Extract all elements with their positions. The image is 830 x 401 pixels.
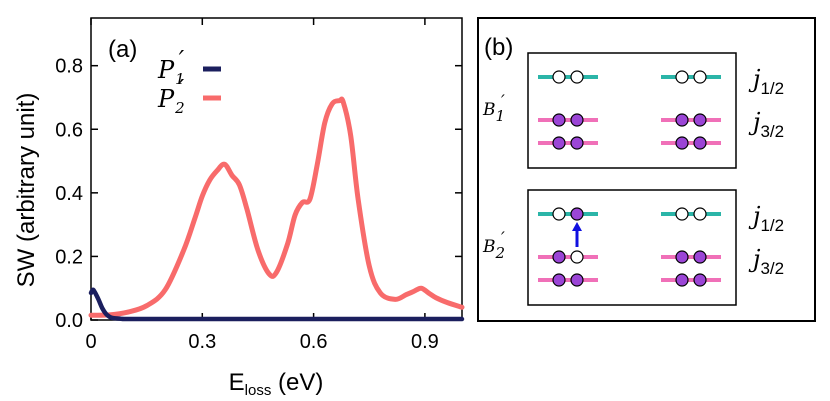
electron-filled bbox=[552, 136, 566, 150]
excitation-arrow-head bbox=[572, 222, 582, 231]
config-label: B2′ bbox=[482, 229, 505, 262]
series-lines bbox=[88, 96, 465, 322]
diagram-row-1: B1′ j1/2 j3/2 bbox=[482, 52, 784, 169]
legend-item-p2: P2′ bbox=[157, 75, 221, 117]
hole-empty bbox=[570, 70, 584, 84]
hole-empty bbox=[693, 70, 707, 84]
panel-a: 0.0 0.2 0.4 0.6 0.8 0 0.3 0.6 0.9 (a) SW (arbit… bbox=[13, 17, 465, 399]
electron-filled bbox=[693, 250, 707, 264]
x-tick-label: 0.6 bbox=[300, 331, 328, 353]
electron-filled bbox=[675, 113, 689, 127]
legend-item-p1: P1′ bbox=[157, 46, 221, 88]
panel-a-label: (a) bbox=[108, 36, 137, 63]
y-tick-label: 0.2 bbox=[55, 246, 83, 268]
electron-filled bbox=[693, 113, 707, 127]
x-axis-ticks: 0 0.3 0.6 0.9 bbox=[85, 18, 439, 353]
config-label: B1′ bbox=[482, 92, 505, 125]
electron-filled bbox=[693, 273, 707, 287]
config-box bbox=[527, 189, 737, 306]
level-label: j3/2 bbox=[748, 245, 784, 278]
level-label: j3/2 bbox=[748, 108, 784, 141]
y-tick-label: 0.8 bbox=[55, 56, 83, 78]
hole-empty bbox=[570, 250, 584, 264]
hole-empty bbox=[693, 207, 707, 221]
y-tick-label: 0.6 bbox=[55, 119, 83, 141]
hole-empty bbox=[675, 207, 689, 221]
hole-empty bbox=[675, 70, 689, 84]
electron-filled bbox=[570, 273, 584, 287]
panel-b: (b) B1′ j1/2 j3/2 B2′ j1/2 j3/2 bbox=[477, 17, 816, 322]
electron-filled bbox=[570, 113, 584, 127]
level-label: j1/2 bbox=[748, 202, 784, 235]
electron-filled bbox=[552, 250, 566, 264]
config-box bbox=[527, 52, 737, 169]
electron-filled bbox=[552, 273, 566, 287]
panel-b-label: (b) bbox=[484, 34, 513, 61]
series-line-p1 bbox=[88, 287, 465, 322]
diagram-row-2: B2′ j1/2 j3/2 bbox=[482, 189, 784, 306]
svg-text:P1′: P1′ bbox=[157, 46, 185, 88]
panel-b-frame bbox=[477, 17, 816, 322]
hole-empty bbox=[552, 70, 566, 84]
diagram-rows: B1′ j1/2 j3/2 B2′ j1/2 j3/2 bbox=[482, 52, 784, 306]
x-tick-label: 0 bbox=[85, 331, 96, 353]
series-line-p2 bbox=[88, 96, 465, 318]
y-axis-label: SW (arbitrary unit) bbox=[13, 93, 40, 288]
legend: P1′ P2′ bbox=[157, 46, 221, 117]
x-tick-label: 0.9 bbox=[411, 331, 439, 353]
y-tick-label: 0.0 bbox=[55, 310, 83, 332]
electron-filled bbox=[552, 113, 566, 127]
level-label: j1/2 bbox=[748, 65, 784, 98]
y-axis-ticks: 0.0 0.2 0.4 0.6 0.8 bbox=[55, 56, 462, 332]
x-tick-label: 0.3 bbox=[188, 331, 216, 353]
electron-filled bbox=[570, 207, 584, 221]
electron-filled bbox=[675, 136, 689, 150]
y-tick-label: 0.4 bbox=[55, 183, 83, 205]
svg-text:P2′: P2′ bbox=[157, 75, 185, 117]
electron-filled bbox=[675, 250, 689, 264]
x-axis-label: Eloss (eV) bbox=[229, 369, 324, 399]
electron-filled bbox=[675, 273, 689, 287]
electron-filled bbox=[570, 136, 584, 150]
electron-filled bbox=[693, 136, 707, 150]
hole-empty bbox=[552, 207, 566, 221]
